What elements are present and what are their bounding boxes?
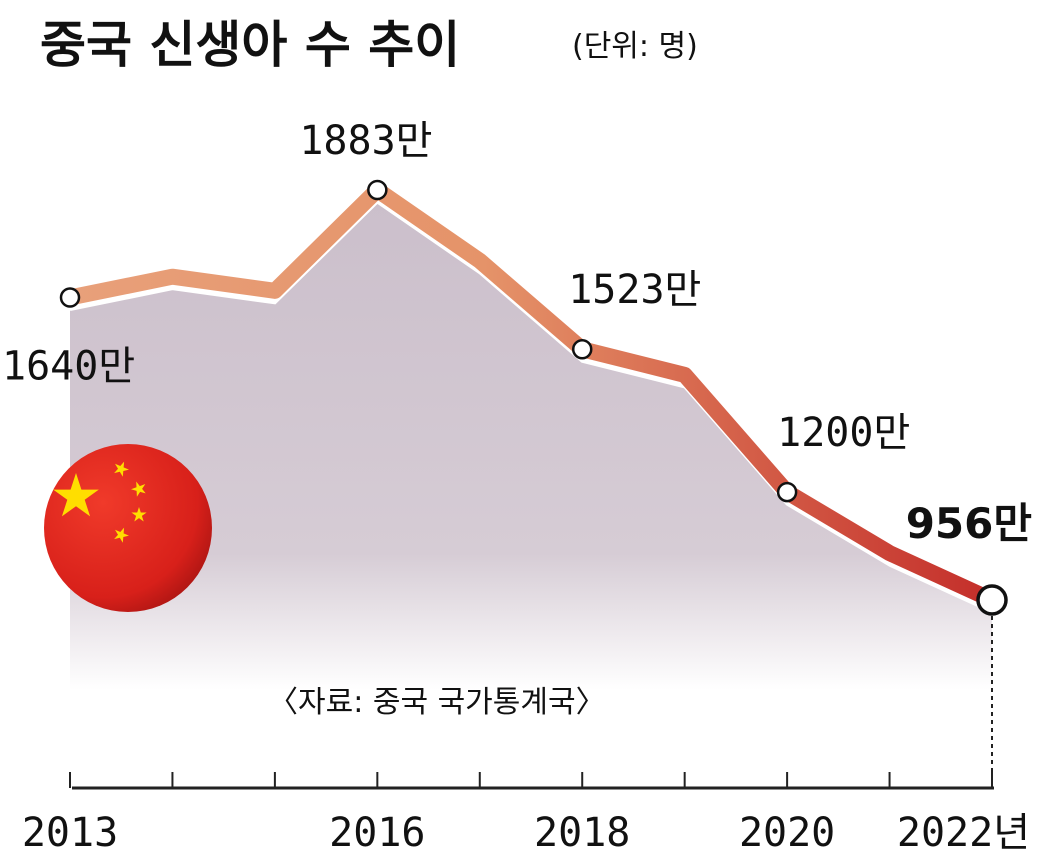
point-marker [367, 179, 388, 201]
unit-label: (단위: 명) [572, 29, 698, 64]
china-flag-icon [44, 444, 212, 612]
x-tick-labels: 2013 2016 2018 2020 2022년 [22, 810, 1030, 856]
point-marker [571, 338, 593, 360]
x-tick-label: 2018 [534, 810, 630, 856]
x-tick-label: 2022년 [897, 810, 1030, 856]
area-top-edge [69, 200, 993, 614]
point-label: 1200만 [777, 410, 910, 456]
point-marker [59, 287, 81, 308]
x-tick-label: 2013 [22, 810, 118, 856]
area-fill [70, 202, 992, 690]
point-label: 1640만 [2, 343, 135, 389]
highlight-point-marker [976, 584, 1008, 616]
point-label: 956만 [906, 499, 1032, 548]
x-axis-ticks [69, 772, 993, 788]
point-label: 1883만 [299, 118, 432, 164]
point-labels: 1640만 1883만 1523만 1200만 956만 [2, 118, 1032, 548]
point-markers [59, 179, 1008, 616]
x-tick-label: 2016 [329, 810, 425, 856]
point-label: 1523만 [568, 267, 701, 313]
point-marker [776, 481, 798, 503]
x-tick-label: 2020 [739, 810, 835, 856]
chart-title: 중국 신생아 수 추이 [40, 16, 460, 74]
source-note: 〈자료: 중국 국가통계국〉 [268, 685, 606, 720]
series-line [62, 182, 1000, 608]
